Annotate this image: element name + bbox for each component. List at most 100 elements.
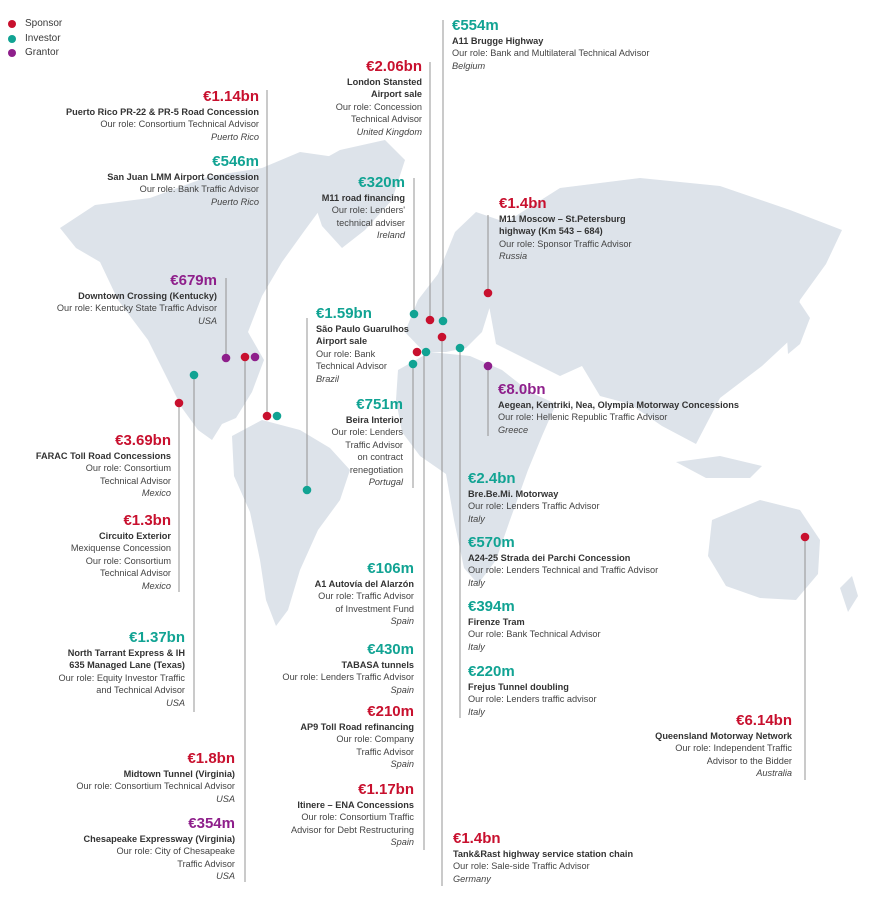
location-marker-chesapeake[interactable] bbox=[250, 352, 260, 362]
location-marker-downtown-crossing[interactable] bbox=[221, 353, 231, 363]
project-name: Circuito Exterior bbox=[99, 531, 171, 541]
location-marker-m11-ireland[interactable] bbox=[409, 309, 419, 319]
project-role: Our role: Consortium Traffic bbox=[301, 812, 414, 823]
location-marker-puerto-rico-pr22[interactable] bbox=[262, 411, 272, 421]
investor-marker-icon bbox=[8, 34, 16, 43]
project-country: Puerto Rico bbox=[210, 196, 259, 207]
location-marker-midtown-tunnel[interactable] bbox=[240, 352, 250, 362]
location-marker-brebemi[interactable] bbox=[455, 343, 465, 353]
project-country: Spain bbox=[390, 684, 415, 695]
project-amount: €210m bbox=[367, 703, 414, 720]
project-card-frejus: €220m Frejus Tunnel doubling Our role: Len… bbox=[468, 662, 768, 718]
project-country: Spain bbox=[390, 616, 415, 627]
project-role: Technical Advisor bbox=[351, 114, 422, 125]
project-role: Traffic Advisor bbox=[345, 439, 403, 450]
project-amount: €751m bbox=[356, 396, 403, 413]
project-role: Advisor to the Bidder bbox=[706, 755, 792, 766]
new-zealand-landmass bbox=[840, 576, 858, 612]
project-country: Mexico bbox=[141, 580, 171, 591]
location-marker-north-tarrant[interactable] bbox=[189, 370, 199, 380]
project-amount: €320m bbox=[358, 174, 405, 191]
project-country: Australia bbox=[756, 768, 792, 779]
project-amount: €1.8bn bbox=[187, 750, 235, 767]
project-card-tank-rast: €1.4bn Tank&Rast highway service station … bbox=[453, 829, 753, 885]
project-role: Our role: Consortium bbox=[85, 463, 171, 474]
project-country: United Kingdom bbox=[356, 126, 422, 137]
project-name: Aegean, Kentriki, Nea, Olympia Motorway … bbox=[498, 400, 739, 410]
project-country: Belgium bbox=[452, 60, 486, 71]
project-role: Our role: Bank and Multilateral Technica… bbox=[452, 48, 650, 59]
project-role: Our role: Independent Traffic bbox=[675, 743, 792, 754]
location-marker-san-juan-lmm[interactable] bbox=[272, 411, 282, 421]
project-country: Spain bbox=[390, 837, 415, 848]
project-role: Our role: Consortium bbox=[85, 555, 171, 566]
project-role: Our role: Lenders bbox=[331, 427, 404, 438]
legend-item-grantor: Grantor bbox=[8, 46, 62, 61]
project-country: USA bbox=[166, 697, 185, 708]
project-card-chesapeake: €354m Chesapeake Expressway (Virginia) Our… bbox=[0, 814, 236, 883]
project-country: Portugal bbox=[368, 477, 403, 488]
project-name: 635 Managed Lane (Texas) bbox=[69, 660, 185, 671]
project-role: Our role: Equity Investor Traffic bbox=[58, 672, 185, 683]
project-role: Our role: Bank Traffic Advisor bbox=[139, 184, 259, 195]
project-name: Chesapeake Expressway (Virginia) bbox=[83, 834, 236, 844]
project-country: USA bbox=[216, 793, 235, 804]
project-role: Our role: Sale-side Traffic Advisor bbox=[453, 861, 590, 872]
project-country: Italy bbox=[468, 706, 485, 717]
project-amount: €546m bbox=[212, 153, 259, 170]
location-marker-a11-brugge[interactable] bbox=[438, 316, 448, 326]
project-amount: €2.06bn bbox=[366, 58, 422, 75]
africa-landmass bbox=[396, 352, 556, 584]
project-card-firenze-tram: €394m Firenze Tram Our role: Bank Technica… bbox=[468, 597, 768, 653]
location-marker-tank-rast[interactable] bbox=[437, 332, 447, 342]
legend-label: Grantor bbox=[25, 47, 59, 59]
location-marker-aegean[interactable] bbox=[483, 361, 493, 371]
project-name: North Tarrant Express & IH bbox=[67, 648, 185, 658]
project-role: Our role: Traffic Advisor bbox=[318, 591, 414, 602]
project-name: Bre.Be.Mi. Motorway bbox=[468, 489, 559, 499]
project-country: USA bbox=[198, 315, 217, 326]
project-role: Advisor for Debt Restructuring bbox=[290, 824, 414, 835]
project-amount: €570m bbox=[468, 534, 515, 551]
project-role: renegotiation bbox=[349, 464, 403, 475]
project-name: Tank&Rast highway service station chain bbox=[453, 849, 634, 859]
south-america-landmass bbox=[232, 420, 350, 626]
project-country: Spain bbox=[390, 759, 415, 770]
project-role: Our role: City of Chesapeake bbox=[116, 846, 235, 857]
project-amount: €1.4bn bbox=[499, 195, 547, 212]
leader-lines bbox=[178, 20, 806, 886]
project-name: Puerto Rico PR-22 & PR-5 Road Concession bbox=[66, 107, 259, 117]
project-role: Mexiquense Concession bbox=[70, 543, 171, 554]
project-role: Our role: Consortium Technical Advisor bbox=[76, 781, 235, 792]
project-amount: €430m bbox=[367, 641, 414, 658]
location-marker-queensland[interactable] bbox=[800, 532, 810, 542]
project-card-beira-interior: €751m Beira Interior Our role: Lenders Traf… bbox=[103, 395, 404, 488]
japan-landmass bbox=[786, 300, 810, 354]
project-card-sao-paulo: €1.59bn São Paulo Guarulhos Airport sale Ou… bbox=[316, 304, 616, 385]
project-role: of Investment Fund bbox=[335, 603, 414, 614]
project-role: Our role: Kentucky State Traffic Advisor bbox=[56, 303, 217, 314]
project-country: Italy bbox=[468, 513, 485, 524]
project-name: Downtown Crossing (Kentucky) bbox=[78, 291, 217, 301]
location-marker-sao-paulo[interactable] bbox=[302, 485, 312, 495]
greenland-landmass bbox=[304, 140, 405, 248]
location-marker-london-stansted[interactable] bbox=[425, 315, 435, 325]
project-role: Our role: Bank Technical Advisor bbox=[468, 629, 601, 640]
project-card-aegean: €8.0bn Aegean, Kentriki, Nea, Olympia Mot… bbox=[498, 380, 798, 436]
project-name: A24-25 Strada dei Parchi Concession bbox=[468, 553, 631, 563]
location-marker-beira-interior[interactable] bbox=[408, 359, 418, 369]
project-country: Germany bbox=[453, 873, 491, 884]
project-card-puerto-rico-pr22: €1.14bn Puerto Rico PR-22 & PR-5 Road Con… bbox=[0, 87, 259, 143]
project-card-san-juan-lmm: €546m San Juan LMM Airport Concession Our … bbox=[0, 152, 259, 208]
location-marker-a1-autovia[interactable] bbox=[421, 347, 431, 357]
project-name: Airport sale bbox=[370, 89, 422, 100]
location-marker-m11-moscow[interactable] bbox=[483, 288, 493, 298]
location-marker-farac[interactable] bbox=[174, 398, 184, 408]
location-marker-ap9[interactable] bbox=[412, 347, 422, 357]
project-role: and Technical Advisor bbox=[96, 685, 185, 696]
project-country: Greece bbox=[498, 424, 529, 435]
project-card-ap9: €210m AP9 Toll Road refinancing Our role: … bbox=[114, 702, 414, 771]
project-name: M11 Moscow – St.Petersburg bbox=[499, 214, 626, 224]
project-amount: €394m bbox=[468, 598, 515, 615]
